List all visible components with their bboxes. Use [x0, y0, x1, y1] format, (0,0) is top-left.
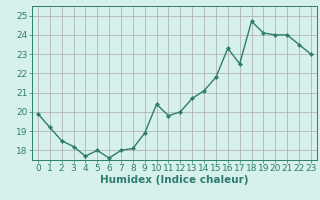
X-axis label: Humidex (Indice chaleur): Humidex (Indice chaleur) [100, 175, 249, 185]
